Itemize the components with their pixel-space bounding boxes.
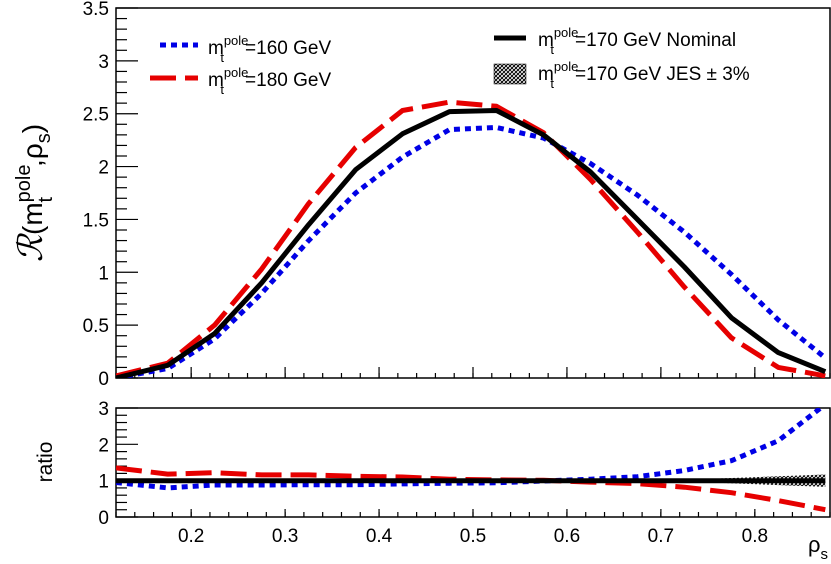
x-tick-label: 0.2	[178, 526, 204, 547]
main-y-tick-label: 1.5	[83, 210, 109, 231]
main-y-tick-label: 0.5	[83, 316, 109, 337]
main-y-tick-label: 2.5	[83, 105, 109, 126]
ratio-series-line	[116, 465, 826, 513]
x-tick-label: 0.6	[554, 526, 580, 547]
main-y-tick-label: 3.5	[83, 0, 109, 20]
x-tick-label: 0.8	[742, 526, 768, 547]
main-series-line	[116, 99, 826, 378]
x-tick-label: 0.3	[272, 526, 298, 547]
ratio-y-tick-label: 3	[98, 399, 109, 420]
legend-label-180: mpole t =180 GeV	[208, 65, 331, 97]
main-y-tick-label: 2	[98, 158, 109, 179]
axis-labels: ℛ(mpolet,ρs) ratio ρs	[11, 124, 828, 563]
ratio-plot-panel: 0 1 2 3 0.2 0.3 0.4 0.5 0.6 0.7 0.8	[98, 399, 831, 547]
ratio-y-tick-label: 2	[98, 435, 109, 456]
y-axis-label-main: ℛ(mpolet,ρs)	[11, 124, 57, 262]
y-axis-label-ratio: ratio	[34, 442, 57, 483]
main-y-tick-label: 3	[98, 52, 109, 73]
legend-label-160: mpole t =160 GeV	[208, 33, 331, 65]
main-y-tick-label: 0	[98, 369, 109, 390]
main-series-line	[116, 108, 827, 378]
main-series-line	[116, 125, 827, 378]
legend-swatch-jes	[493, 63, 527, 85]
ratio-y-tick-label: 0	[98, 508, 109, 529]
x-tick-label: 0.7	[648, 526, 674, 547]
ratio-y-tick-label: 1	[98, 472, 109, 493]
main-y-tick-label: 1	[98, 263, 109, 284]
x-tick-label: 0.5	[460, 526, 486, 547]
main-plot-panel: 0 0.5 1 1.5 2 2.5 3 3.5	[83, 0, 831, 390]
legend-label-nominal: mpole t =170 GeV Nominal	[538, 25, 736, 57]
x-tick-label: 0.4	[366, 526, 393, 547]
x-axis-label: ρs	[808, 532, 828, 563]
legend-label-jes: mpole t =170 GeV JES ± 3%	[538, 59, 750, 91]
